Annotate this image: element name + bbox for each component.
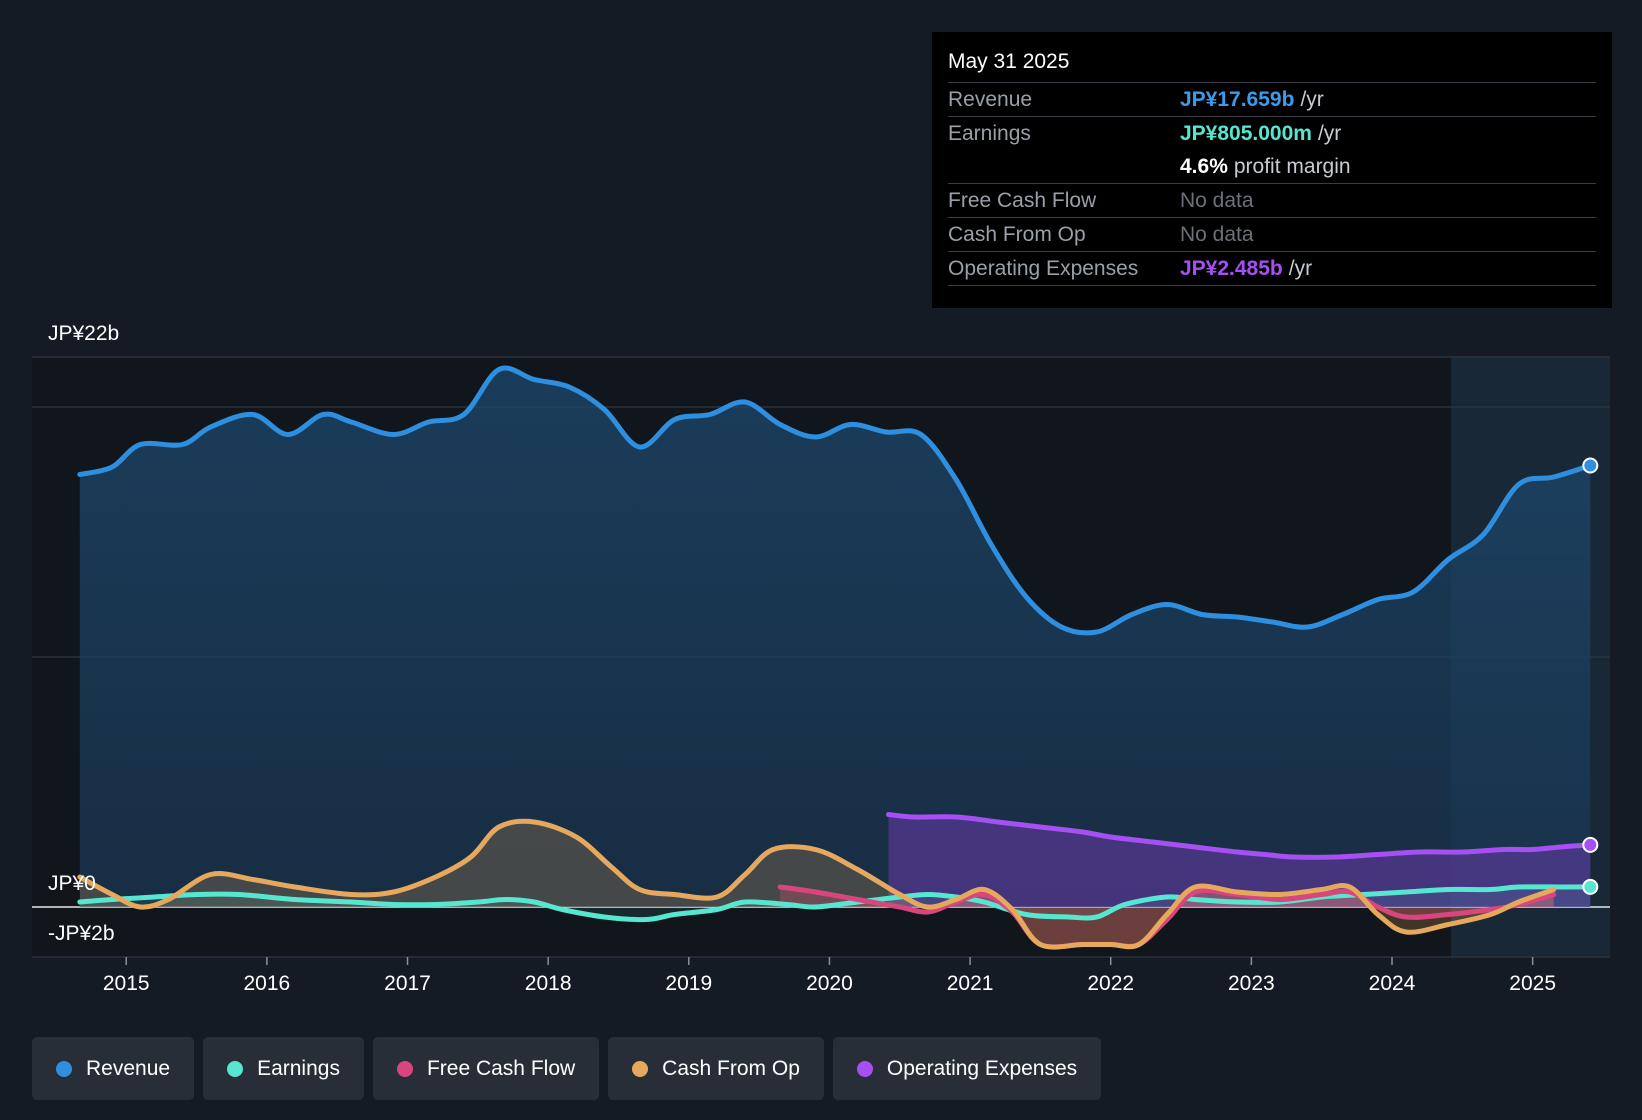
- tooltip-revenue-value: JP¥17.659b: [1180, 88, 1295, 111]
- line-cash-from-op: [77, 818, 1557, 950]
- legend-item-free-cash-flow[interactable]: Free Cash Flow: [372, 1037, 600, 1100]
- area-revenue: [79, 368, 1591, 907]
- legend: Revenue Earnings Free Cash Flow Cash Fro…: [32, 1037, 1102, 1100]
- x-tick-label: 2019: [665, 972, 712, 995]
- tooltip-revenue-label: Revenue: [948, 88, 1033, 111]
- legend-dot-revenue-icon: [56, 1060, 72, 1077]
- tooltip-opex-value: JP¥2.485b: [1180, 257, 1283, 280]
- x-tick-label: 2025: [1509, 972, 1556, 995]
- legend-dot-operating-expenses-icon: [856, 1060, 873, 1077]
- line-revenue: [77, 365, 1593, 636]
- legend-label-free-cash-flow: Free Cash Flow: [426, 1056, 576, 1080]
- x-tick-label: 2017: [384, 972, 431, 995]
- legend-dot-cash-from-op-icon: [632, 1060, 649, 1077]
- legend-dot-free-cash-flow-icon: [396, 1060, 413, 1077]
- y-label-top: JP¥22b: [48, 322, 119, 345]
- legend-dot-earnings-icon: [227, 1060, 244, 1077]
- x-axis-ticks: 2015 2016 2017 2018 2019 2020 2021 2022 2023 2024…: [103, 957, 1556, 995]
- end-dot-revenue: [1582, 457, 1599, 474]
- tooltip-panel: May 31 2025 Revenue JP¥17.659b/yr Earnin…: [932, 32, 1612, 308]
- end-dot-operating-expenses: [1582, 836, 1599, 853]
- tooltip-margin-suffix: profit margin: [1233, 155, 1351, 178]
- legend-item-cash-from-op[interactable]: Cash From Op: [608, 1037, 824, 1100]
- tooltip-cfo-label: Cash From Op: [948, 223, 1086, 246]
- tooltip-fcf-value: No data: [1180, 189, 1254, 212]
- x-tick-label: 2018: [525, 972, 572, 995]
- x-tick-label: 2016: [244, 972, 291, 995]
- tooltip-revenue-suffix: /yr: [1300, 88, 1324, 111]
- legend-label-operating-expenses: Operating Expenses: [886, 1056, 1078, 1080]
- x-tick-label: 2024: [1369, 972, 1416, 995]
- legend-item-revenue[interactable]: Revenue: [32, 1037, 195, 1100]
- tooltip-cfo-value: No data: [1180, 223, 1254, 246]
- tooltip-fcf-label: Free Cash Flow: [948, 189, 1097, 212]
- tooltip-row-opex: Operating Expenses JP¥2.485b/yr: [948, 251, 1596, 285]
- legend-label-cash-from-op: Cash From Op: [662, 1056, 800, 1080]
- area-operating-expenses: [888, 814, 1591, 907]
- series-lines: [77, 365, 1593, 950]
- tooltip-opex-label: Operating Expenses: [948, 257, 1139, 280]
- x-tick-label: 2015: [103, 972, 150, 995]
- tooltip-row-cfo: Cash From Op No data: [948, 217, 1596, 251]
- tooltip-row-fcf: Free Cash Flow No data: [948, 183, 1596, 217]
- y-label-zero: JP¥0: [48, 872, 96, 895]
- x-tick-label: 2023: [1228, 972, 1275, 995]
- x-tick-label: 2022: [1087, 972, 1134, 995]
- legend-item-earnings[interactable]: Earnings: [203, 1037, 364, 1100]
- x-tick-label: 2021: [947, 972, 994, 995]
- tooltip-earnings-value: JP¥805.000m: [1180, 122, 1312, 145]
- end-dot-earnings: [1582, 878, 1599, 895]
- y-label-bottom: -JP¥2b: [48, 922, 115, 945]
- x-tick-label: 2020: [806, 972, 853, 995]
- tooltip-row-earnings: Earnings JP¥805.000m/yr: [948, 116, 1596, 150]
- legend-label-earnings: Earnings: [257, 1056, 340, 1080]
- tooltip-earnings-suffix: /yr: [1317, 122, 1342, 145]
- legend-item-operating-expenses[interactable]: Operating Expenses: [832, 1037, 1102, 1100]
- tooltip-margin-value: 4.6%: [1180, 155, 1228, 178]
- area-cash-from-op: [79, 821, 1554, 948]
- tooltip-row-margin: 4.6% profit margin: [948, 150, 1596, 183]
- legend-label-revenue: Revenue: [86, 1056, 171, 1080]
- series-end-dots: [1582, 457, 1599, 895]
- tooltip-earnings-label: Earnings: [948, 122, 1031, 145]
- tooltip-opex-suffix: /yr: [1288, 257, 1313, 280]
- tooltip-date: May 31 2025: [948, 50, 1070, 73]
- line-operating-expenses: [886, 812, 1593, 860]
- tooltip-row-revenue: Revenue JP¥17.659b/yr: [948, 82, 1596, 116]
